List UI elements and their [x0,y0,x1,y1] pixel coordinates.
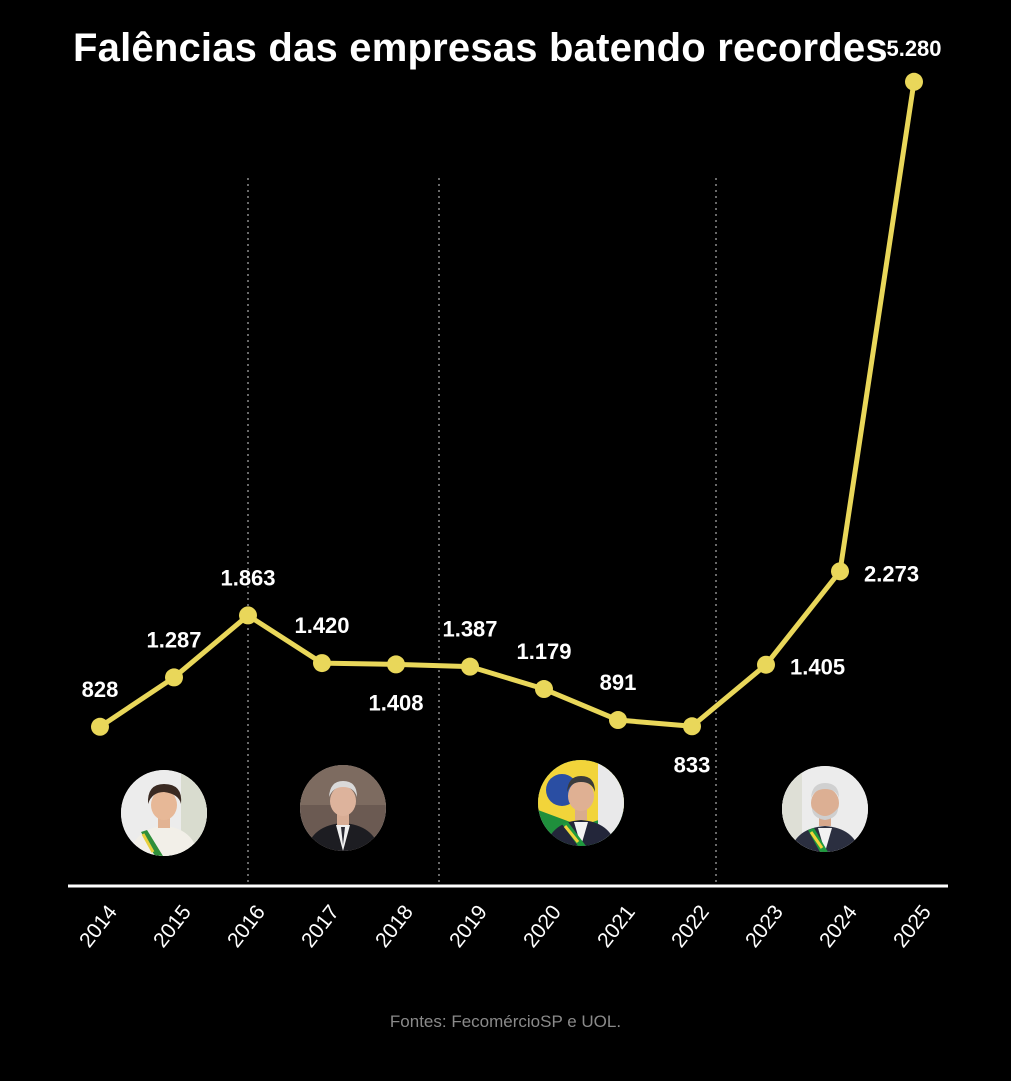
data-point-2017 [313,654,331,673]
data-point-2018 [387,655,405,674]
data-points [91,72,923,736]
x-tick-2017: 2017 [297,901,344,952]
data-label-2018: 1.408 [368,690,423,715]
data-label-2015: 1.287 [146,627,201,652]
data-label-2019: 1.387 [442,617,497,642]
x-tick-2016: 2016 [223,901,270,952]
chart-title: Falências das empresas batendo recordes [73,26,888,70]
data-label-2020: 1.179 [516,639,571,664]
portrait-dilma [121,770,207,856]
data-label-2016: 1.863 [220,565,275,590]
data-point-2025 [905,72,923,91]
x-tick-2021: 2021 [593,901,640,952]
x-tick-2019: 2019 [445,901,492,952]
data-point-2023 [757,655,775,674]
data-point-2020 [535,680,553,699]
portrait-man-flag-sash-icon [538,760,624,846]
data-label-2022: 833 [674,752,711,777]
data-point-2014 [91,717,109,736]
x-tick-2018: 2018 [371,901,418,952]
data-point-2016 [239,606,257,625]
data-label-2021: 891 [600,670,637,695]
series-line [97,79,917,730]
data-point-2021 [609,711,627,730]
x-tick-2015: 2015 [149,901,196,952]
data-label-2023: 1.405 [790,655,845,680]
data-label-2025: 5.280 [886,36,941,61]
x-tick-2024: 2024 [815,901,862,952]
portrait-lula [782,766,868,852]
x-tick-2020: 2020 [519,901,566,952]
portrait-man-sash-icon [782,766,868,852]
x-tick-labels: 2014 2015 2016 2017 2018 2019 2020 2021 2022 2023… [75,901,936,952]
x-tick-2014: 2014 [75,901,122,952]
data-label-2024: 2.273 [864,561,919,586]
data-point-2019 [461,657,479,676]
x-tick-2025: 2025 [889,901,936,952]
data-label-2017: 1.420 [294,613,349,638]
portrait-woman-sash-icon [121,770,207,856]
portrait-temer [300,765,386,851]
x-tick-2023: 2023 [741,901,788,952]
data-point-2015 [165,668,183,687]
source-note: Fontes: FecomércioSP e UOL. [389,1012,622,1031]
x-tick-2022: 2022 [667,901,714,952]
data-point-2022 [683,717,701,736]
data-labels: 828 1.287 1.863 1.420 1.408 1.387 1.179 891 833 1… [82,36,942,777]
data-point-2024 [831,562,849,581]
portrait-bolsonaro [538,760,624,846]
portrait-man-suit-icon [300,765,386,851]
data-label-2014: 828 [82,677,119,702]
period-dividers [247,178,717,886]
